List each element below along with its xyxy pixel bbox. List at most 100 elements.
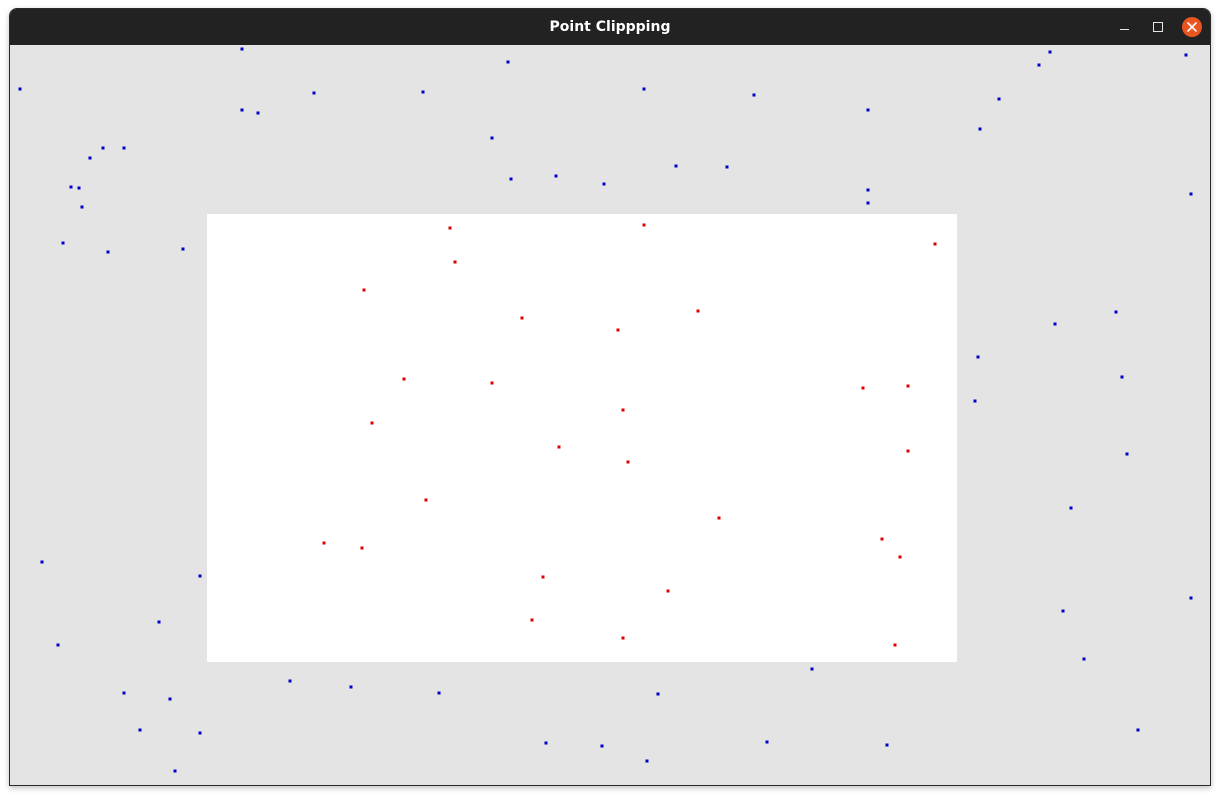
inside-point [322,541,326,545]
outside-point [1125,452,1129,456]
inside-point [362,288,366,292]
minimize-icon [1119,28,1129,30]
outside-point [997,97,1001,101]
outside-point [490,136,494,140]
outside-point [602,182,606,186]
outside-point [544,741,548,745]
point-clipping-plot [18,47,1193,773]
inside-point [626,460,630,464]
outside-point [157,620,161,624]
outside-point [1136,728,1140,732]
outside-point [122,146,126,150]
outside-point [656,692,660,696]
inside-point [621,408,625,412]
inside-point [696,309,700,313]
close-button[interactable] [1182,17,1202,37]
outside-point [198,731,202,735]
inside-point [880,537,884,541]
outside-point [138,728,142,732]
inside-point [402,377,406,381]
inside-point [370,421,374,425]
outside-point [1082,657,1086,661]
inside-point [360,546,364,550]
outside-point [978,127,982,131]
inside-point [541,575,545,579]
outside-point [61,241,65,245]
outside-point [312,91,316,95]
drawing-canvas[interactable] [10,45,1210,785]
outside-point [168,697,172,701]
outside-point [765,740,769,744]
outside-point [973,399,977,403]
outside-point [1048,50,1052,54]
inside-point [893,643,897,647]
inside-point [898,555,902,559]
inside-point [621,636,625,640]
outside-point [173,769,177,773]
outside-point [198,574,202,578]
maximize-icon [1153,22,1163,32]
outside-point [240,108,244,112]
window-title: Point Clippping [549,19,671,35]
outside-point [885,743,889,747]
outside-point [1184,53,1188,57]
outside-point [1069,506,1073,510]
outside-point [80,205,84,209]
inside-point [906,384,910,388]
outside-point [40,560,44,564]
inside-point [642,223,646,227]
maximize-button[interactable] [1146,15,1170,39]
minimize-button[interactable] [1112,15,1136,39]
outside-point [976,355,980,359]
outside-point [600,744,604,748]
outside-point [122,691,126,695]
outside-point [349,685,353,689]
outside-point [88,156,92,160]
app-window: Point Clippping [9,8,1211,786]
outside-point [77,186,81,190]
outside-point [506,60,510,64]
inside-point [424,498,428,502]
outside-point [181,247,185,251]
outside-point [642,87,646,91]
inside-point [453,260,457,264]
outside-point [674,164,678,168]
outside-point [240,47,244,51]
outside-point [1037,63,1041,67]
outside-point [1189,596,1193,600]
outside-point [18,87,22,91]
outside-point [866,188,870,192]
outside-point [1189,192,1193,196]
inside-point [448,226,452,230]
outside-point [56,643,60,647]
close-icon [1187,22,1197,32]
outside-point [725,165,729,169]
inside-point [490,381,494,385]
outside-point [256,111,260,115]
inside-point [861,386,865,390]
outside-point [752,93,756,97]
inside-point [616,328,620,332]
inside-point [933,242,937,246]
outside-point [69,185,73,189]
outside-point [288,679,292,683]
outside-point [437,691,441,695]
outside-point [866,108,870,112]
inside-point [520,316,524,320]
outside-point [1114,310,1118,314]
inside-point [666,589,670,593]
outside-point [106,250,110,254]
outside-point [866,201,870,205]
outside-point [101,146,105,150]
outside-point [509,177,513,181]
outside-point [421,90,425,94]
inside-point [717,516,721,520]
outside-point [554,174,558,178]
clip-window [207,214,957,662]
inside-point [906,449,910,453]
outside-point [645,759,649,763]
outside-point [1061,609,1065,613]
inside-point [557,445,561,449]
title-bar[interactable]: Point Clippping [10,9,1210,46]
outside-point [810,667,814,671]
